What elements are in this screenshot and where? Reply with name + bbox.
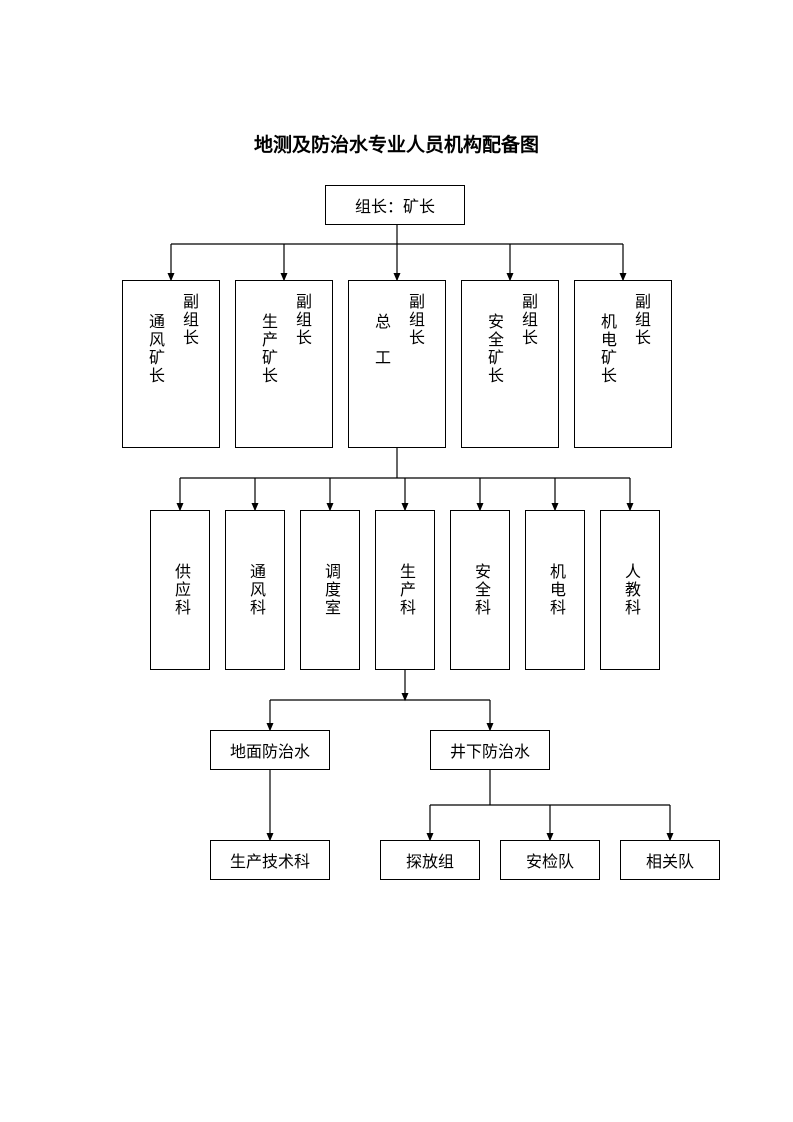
surface-dept-box: 生产技术科: [210, 840, 330, 880]
dept-box-4: 安全科: [450, 510, 510, 670]
water-box-1: 井下防治水: [430, 730, 550, 770]
team-box-1: 安检队: [500, 840, 600, 880]
role-label: 副组长: [402, 293, 426, 347]
deputy-box-3: 安全矿长副组长: [461, 280, 559, 448]
dept-box-6: 人教科: [600, 510, 660, 670]
dept-box-1: 通风科: [225, 510, 285, 670]
role-label: 副组长: [289, 293, 313, 347]
position-label: 安全矿长: [481, 313, 505, 385]
deputy-box-4: 机电矿长副组长: [574, 280, 672, 448]
role-label: 副组长: [628, 293, 652, 347]
team-box-2: 相关队: [620, 840, 720, 880]
dept-box-3: 生产科: [375, 510, 435, 670]
water-box-0: 地面防治水: [210, 730, 330, 770]
leader-box: 组长：矿长: [325, 185, 465, 225]
position-label: 总 工: [368, 313, 392, 367]
deputy-box-0: 通风矿长副组长: [122, 280, 220, 448]
deputy-box-1: 生产矿长副组长: [235, 280, 333, 448]
page-title: 地测及防治水专业人员机构配备图: [0, 130, 793, 157]
deputy-box-2: 总 工副组长: [348, 280, 446, 448]
dept-box-0: 供应科: [150, 510, 210, 670]
position-label: 通风矿长: [142, 313, 166, 385]
position-label: 机电矿长: [594, 313, 618, 385]
dept-box-2: 调度室: [300, 510, 360, 670]
role-label: 副组长: [515, 293, 539, 347]
team-box-0: 探放组: [380, 840, 480, 880]
position-label: 生产矿长: [255, 313, 279, 385]
role-label: 副组长: [176, 293, 200, 347]
dept-box-5: 机电科: [525, 510, 585, 670]
